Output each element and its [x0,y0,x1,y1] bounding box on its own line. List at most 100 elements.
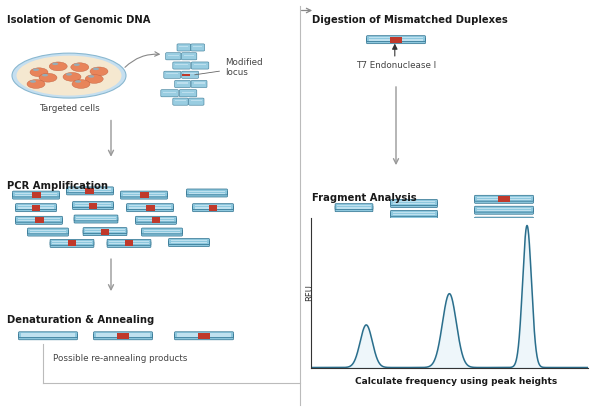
Bar [168,55,179,56]
Bar [117,335,128,339]
FancyBboxPatch shape [475,197,533,203]
FancyBboxPatch shape [28,230,68,236]
FancyBboxPatch shape [136,218,176,224]
Bar [146,207,155,210]
Text: PCR Amplification: PCR Amplification [7,181,108,191]
FancyBboxPatch shape [19,334,77,340]
Bar [337,205,371,206]
Bar [392,214,435,215]
FancyBboxPatch shape [16,206,56,212]
FancyBboxPatch shape [475,217,533,223]
FancyBboxPatch shape [94,332,152,338]
Bar [32,207,40,210]
Bar [128,207,172,208]
FancyBboxPatch shape [175,332,233,338]
Bar [198,335,210,339]
Bar [32,194,41,198]
Bar [21,333,76,334]
Bar [188,193,226,194]
FancyBboxPatch shape [28,228,68,234]
FancyBboxPatch shape [193,206,233,212]
Bar [15,193,58,194]
Bar [166,73,178,74]
FancyBboxPatch shape [50,241,94,247]
FancyBboxPatch shape [19,332,77,338]
FancyBboxPatch shape [67,189,113,195]
FancyBboxPatch shape [127,204,173,210]
FancyBboxPatch shape [391,210,437,216]
Bar [182,74,190,76]
Bar [89,202,97,206]
Bar [101,231,109,234]
Ellipse shape [63,72,81,81]
FancyBboxPatch shape [136,216,176,222]
Bar [75,203,112,204]
Bar [170,242,208,243]
FancyBboxPatch shape [475,206,533,212]
FancyBboxPatch shape [16,216,62,222]
Bar [476,197,532,198]
Bar [139,194,149,198]
Ellipse shape [88,75,94,78]
Bar [30,232,67,233]
FancyBboxPatch shape [166,52,181,60]
FancyBboxPatch shape [173,98,188,105]
Bar [109,243,149,244]
Ellipse shape [42,74,48,76]
Bar [175,100,186,101]
Bar [179,46,188,47]
FancyBboxPatch shape [191,44,205,51]
FancyBboxPatch shape [94,334,152,340]
Bar [499,198,510,202]
Ellipse shape [30,80,36,83]
FancyBboxPatch shape [173,62,190,69]
Bar [85,188,94,192]
FancyBboxPatch shape [475,219,533,225]
Bar [85,231,125,232]
Bar [68,243,76,246]
Bar [198,333,210,337]
FancyBboxPatch shape [73,204,113,210]
Ellipse shape [33,68,39,71]
Bar [499,197,510,200]
FancyBboxPatch shape [175,334,233,340]
Bar [18,218,61,219]
Bar [392,201,435,202]
Bar [177,82,188,84]
FancyBboxPatch shape [181,52,197,60]
Bar [35,219,44,223]
Bar [18,205,54,206]
FancyBboxPatch shape [335,204,373,210]
Bar [109,241,149,242]
Bar [369,39,424,40]
Bar [209,207,217,210]
Bar [392,212,435,213]
Bar [18,207,54,208]
Bar [392,203,435,204]
Bar [138,220,175,221]
FancyBboxPatch shape [188,98,204,105]
Bar [184,55,194,56]
Ellipse shape [17,55,121,95]
Text: Digestion of Mismatched Duplexes: Digestion of Mismatched Duplexes [312,15,508,25]
Bar [85,229,125,230]
Bar [101,228,109,232]
Text: Denaturation & Annealing: Denaturation & Annealing [7,315,154,325]
Bar [195,207,232,208]
Bar [337,207,371,208]
FancyBboxPatch shape [391,213,437,218]
Bar [209,205,217,209]
FancyBboxPatch shape [67,187,113,193]
Bar [52,241,92,242]
Bar [175,64,188,65]
FancyBboxPatch shape [74,217,118,223]
FancyBboxPatch shape [193,204,233,210]
FancyBboxPatch shape [475,195,533,201]
FancyBboxPatch shape [107,239,151,245]
FancyBboxPatch shape [175,80,191,87]
FancyBboxPatch shape [164,71,181,78]
Bar [122,195,165,196]
FancyBboxPatch shape [127,206,173,212]
Bar [193,82,205,84]
Bar [125,240,133,244]
